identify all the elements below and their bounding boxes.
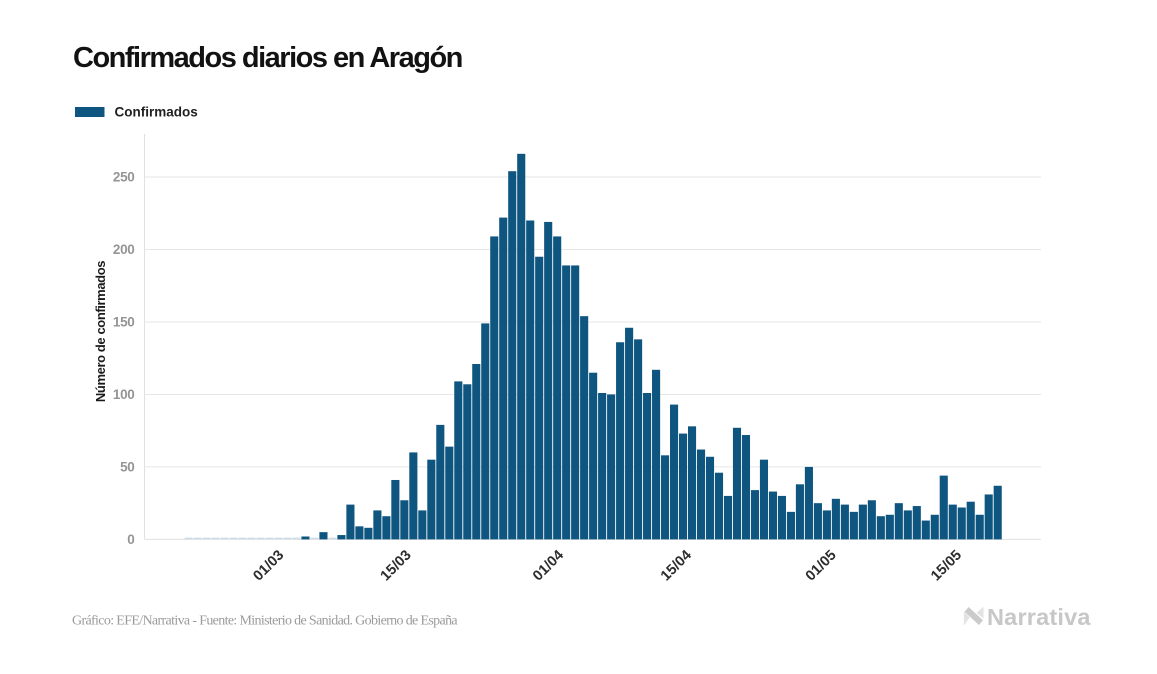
- svg-text:Confirmados: Confirmados: [115, 105, 198, 120]
- svg-text:Confirmados diarios en Aragón: Confirmados diarios en Aragón: [73, 42, 462, 74]
- svg-text:Gráfico: EFE/Narrativa - Fuent: Gráfico: EFE/Narrativa - Fuente: Ministe…: [72, 614, 458, 629]
- svg-text:100: 100: [113, 387, 135, 402]
- svg-text:0: 0: [127, 532, 134, 547]
- svg-text:150: 150: [113, 314, 135, 329]
- svg-text:250: 250: [113, 170, 135, 185]
- svg-text:Narrativa: Narrativa: [987, 604, 1091, 630]
- svg-text:Número de confirmados: Número de confirmados: [93, 261, 108, 402]
- svg-text:50: 50: [120, 459, 134, 474]
- svg-text:200: 200: [113, 242, 135, 257]
